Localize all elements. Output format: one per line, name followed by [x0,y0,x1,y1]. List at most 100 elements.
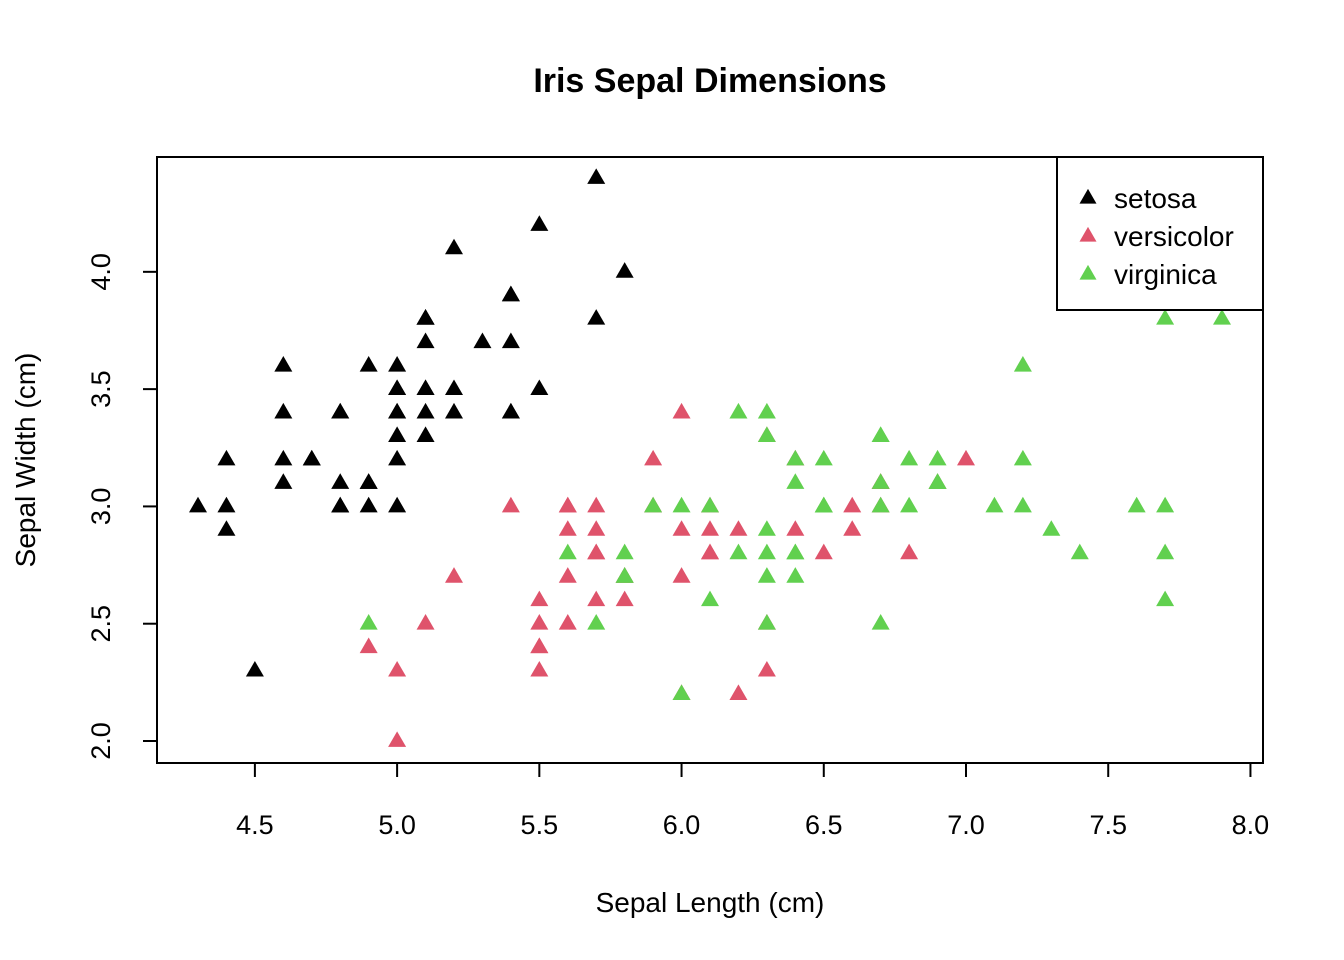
point-setosa [615,262,634,278]
point-setosa [416,309,435,325]
x-tick-label: 6.0 [663,810,701,840]
point-virginica [1213,309,1231,325]
point-virginica [786,543,805,560]
point-versicolor [729,520,748,536]
point-virginica [615,567,634,583]
point-virginica [814,449,833,466]
point-versicolor [701,520,719,536]
point-virginica [757,520,776,536]
point-versicolor [587,590,606,607]
legend-marker-virginica [1079,264,1097,280]
point-setosa [388,356,407,372]
point-setosa [587,168,606,184]
point-setosa [445,379,463,396]
y-tick-label: 3.0 [86,488,116,526]
point-virginica [1013,356,1032,372]
x-tick-label: 7.5 [1089,810,1127,840]
point-versicolor [843,520,862,536]
point-setosa [359,473,378,489]
point-versicolor [530,637,549,654]
point-virginica [928,449,947,466]
x-axis-title: Sepal Length (cm) [596,887,825,918]
point-setosa [274,356,293,372]
point-virginica [786,449,805,466]
point-versicolor [388,731,407,747]
point-virginica [1156,543,1175,560]
legend-label-setosa: setosa [1114,183,1197,214]
point-versicolor [644,449,663,466]
point-versicolor [900,543,919,560]
point-setosa [331,496,350,513]
point-setosa [388,402,407,419]
point-virginica [1013,449,1032,466]
point-setosa [473,332,492,349]
point-setosa [274,449,293,466]
point-setosa [416,379,435,396]
point-setosa [388,379,407,396]
point-versicolor [814,543,833,560]
point-virginica [786,567,805,583]
y-tick-label: 4.0 [86,253,116,291]
point-virginica [757,426,776,442]
point-setosa [501,332,520,349]
point-setosa [217,520,236,536]
data-points [189,168,1231,747]
point-versicolor [672,402,691,419]
point-versicolor [530,660,549,677]
series-virginica [359,309,1231,701]
point-versicolor [530,614,549,630]
point-setosa [445,238,463,255]
point-versicolor [729,684,748,701]
legend-marker-versicolor [1079,226,1097,242]
x-tick-label: 5.5 [521,810,559,840]
point-virginica [871,614,890,630]
point-virginica [1042,520,1061,536]
x-tick-label: 7.0 [947,810,985,840]
legend-marker-setosa [1079,188,1097,204]
point-virginica [871,426,890,442]
point-versicolor [501,496,520,513]
point-virginica [1070,543,1089,560]
point-virginica [587,614,606,630]
y-axis-title: Sepal Width (cm) [10,353,41,568]
point-setosa [388,449,407,466]
point-setosa [530,379,549,396]
point-virginica [871,496,890,513]
y-tick-label: 2.5 [86,605,116,643]
point-setosa [331,402,350,419]
point-virginica [928,473,947,489]
point-versicolor [757,660,776,677]
legend-label-virginica: virginica [1114,259,1217,290]
point-virginica [814,496,833,513]
point-versicolor [615,590,634,607]
chart-title: Iris Sepal Dimensions [533,62,886,100]
point-versicolor [786,520,805,536]
y-axis: 2.0 2.5 3.0 3.5 4.0 [86,253,158,760]
legend-label-versicolor: versicolor [1114,221,1234,252]
point-virginica [757,567,776,583]
point-versicolor [558,520,577,536]
point-virginica [1156,496,1175,513]
x-tick-label: 5.0 [378,810,416,840]
point-setosa [416,332,435,349]
point-setosa [388,496,407,513]
point-versicolor [587,496,606,513]
point-virginica [871,473,890,489]
point-versicolor [558,567,577,583]
point-virginica [701,590,719,607]
point-virginica [729,543,748,560]
point-virginica [1156,590,1175,607]
y-tick-label: 3.5 [86,370,116,408]
point-versicolor [388,660,407,677]
point-versicolor [587,543,606,560]
point-virginica [786,473,805,489]
x-tick-label: 8.0 [1232,810,1270,840]
point-virginica [672,684,691,701]
point-versicolor [672,520,691,536]
series-setosa [189,168,634,677]
point-setosa [388,426,407,442]
point-virginica [672,496,691,513]
point-setosa [416,426,435,442]
point-setosa [331,473,350,489]
